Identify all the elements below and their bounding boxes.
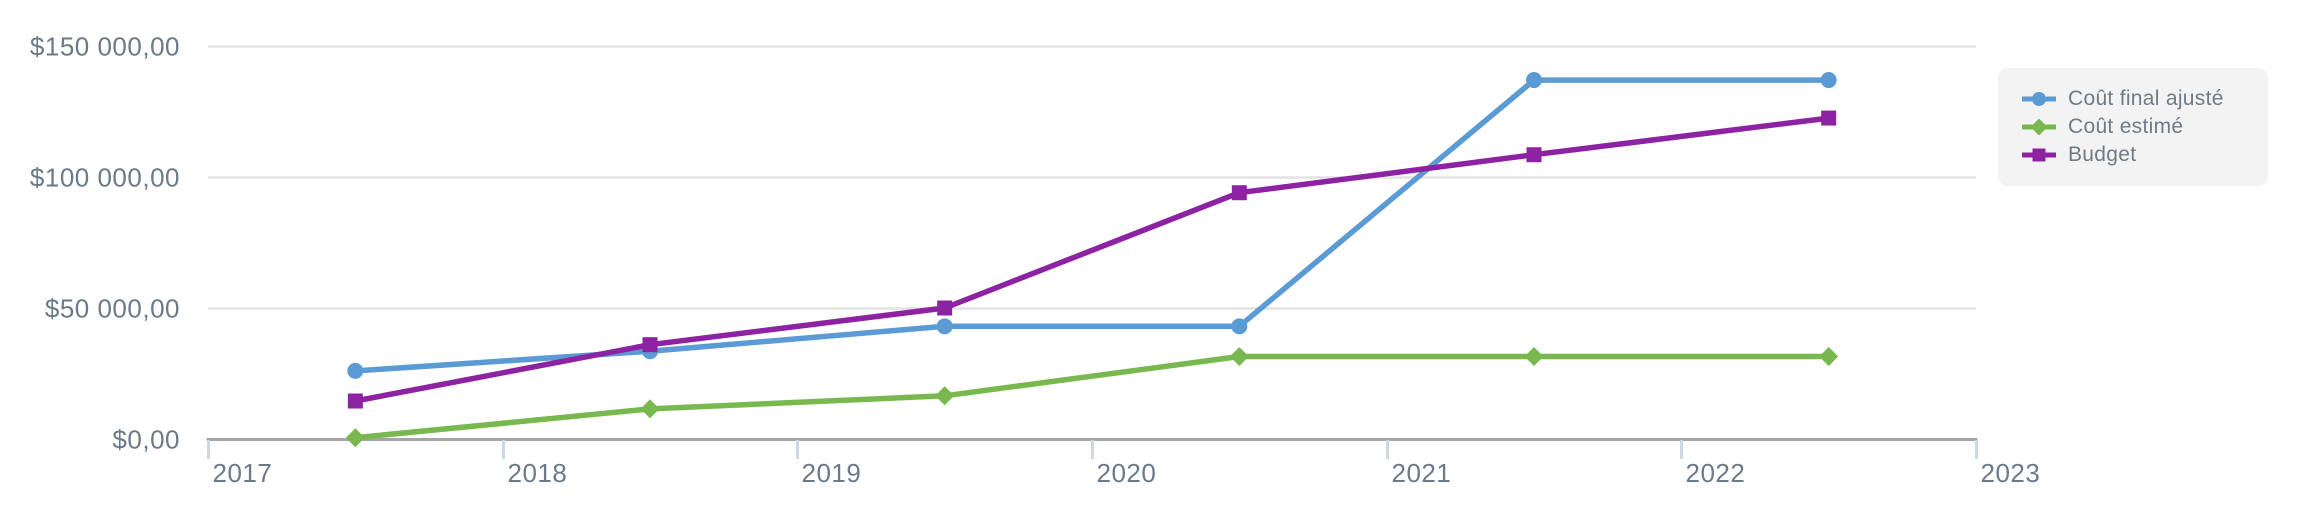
data-point-cout-estime-2022[interactable] [1819,346,1839,366]
legend-circle-glyph[interactable] [2032,92,2046,106]
data-point-cout-final-ajuste-2021[interactable] [1526,72,1542,89]
data-point-budget-2021[interactable] [1526,147,1542,163]
legend-item-budget[interactable]: Budget [2022,141,2258,169]
legend-label-cout-final-ajuste: Coût final ajusté [2068,87,2224,110]
data-point-budget-2019[interactable] [937,300,953,316]
x-tick-label: 2021 [1392,458,1452,488]
legend-item-cout-estime[interactable]: Coût estimé [2022,113,2258,141]
data-point-cout-final-ajuste-2022[interactable] [1820,72,1837,89]
x-tick-label: 2019 [802,458,862,488]
data-point-cout-final-ajuste-2019[interactable] [936,318,953,335]
x-tick-label: 2023 [1981,458,2041,488]
y-tick-label: $50 000,00 [45,294,180,324]
legend-diamond-icon [2022,119,2056,135]
legend-item-cout-final-ajuste[interactable]: Coût final ajusté [2022,85,2258,113]
data-point-cout-final-ajuste-2017[interactable] [347,362,364,379]
data-point-cout-final-ajuste-2020[interactable] [1231,318,1248,335]
legend-diamond-glyph[interactable] [2030,119,2048,135]
legend-label-budget: Budget [2068,143,2137,166]
data-point-budget-2017[interactable] [347,393,363,409]
series-line-budget [352,115,1832,404]
series-line-cout-estime [352,353,1832,441]
data-point-budget-2018[interactable] [642,337,658,353]
data-point-cout-estime-2017[interactable] [345,428,365,448]
series-line-cout-final-ajuste [352,77,1832,374]
legend-square-glyph[interactable] [2032,148,2046,162]
x-tick-label: 2022 [1686,458,1746,488]
legend-circle-icon [2022,92,2056,106]
y-tick-label: $0,00 [112,425,180,455]
x-tick-label: 2020 [1097,458,1157,488]
y-tick-label: $100 000,00 [30,163,180,193]
x-tick-label: 2017 [213,458,273,488]
data-point-cout-estime-2018[interactable] [640,399,660,419]
data-point-cout-estime-2019[interactable] [935,386,955,406]
x-tick-label: 2018 [508,458,568,488]
data-point-cout-estime-2021[interactable] [1524,346,1544,366]
data-point-cout-estime-2020[interactable] [1229,346,1249,366]
chart-legend: Coût final ajusté Coût estimé Budget [1998,68,2268,186]
data-point-budget-2022[interactable] [1821,110,1837,126]
y-tick-label: $150 000,00 [30,32,180,62]
legend-label-cout-estime: Coût estimé [2068,115,2184,138]
legend-square-icon [2022,148,2056,162]
data-point-budget-2020[interactable] [1231,185,1247,201]
